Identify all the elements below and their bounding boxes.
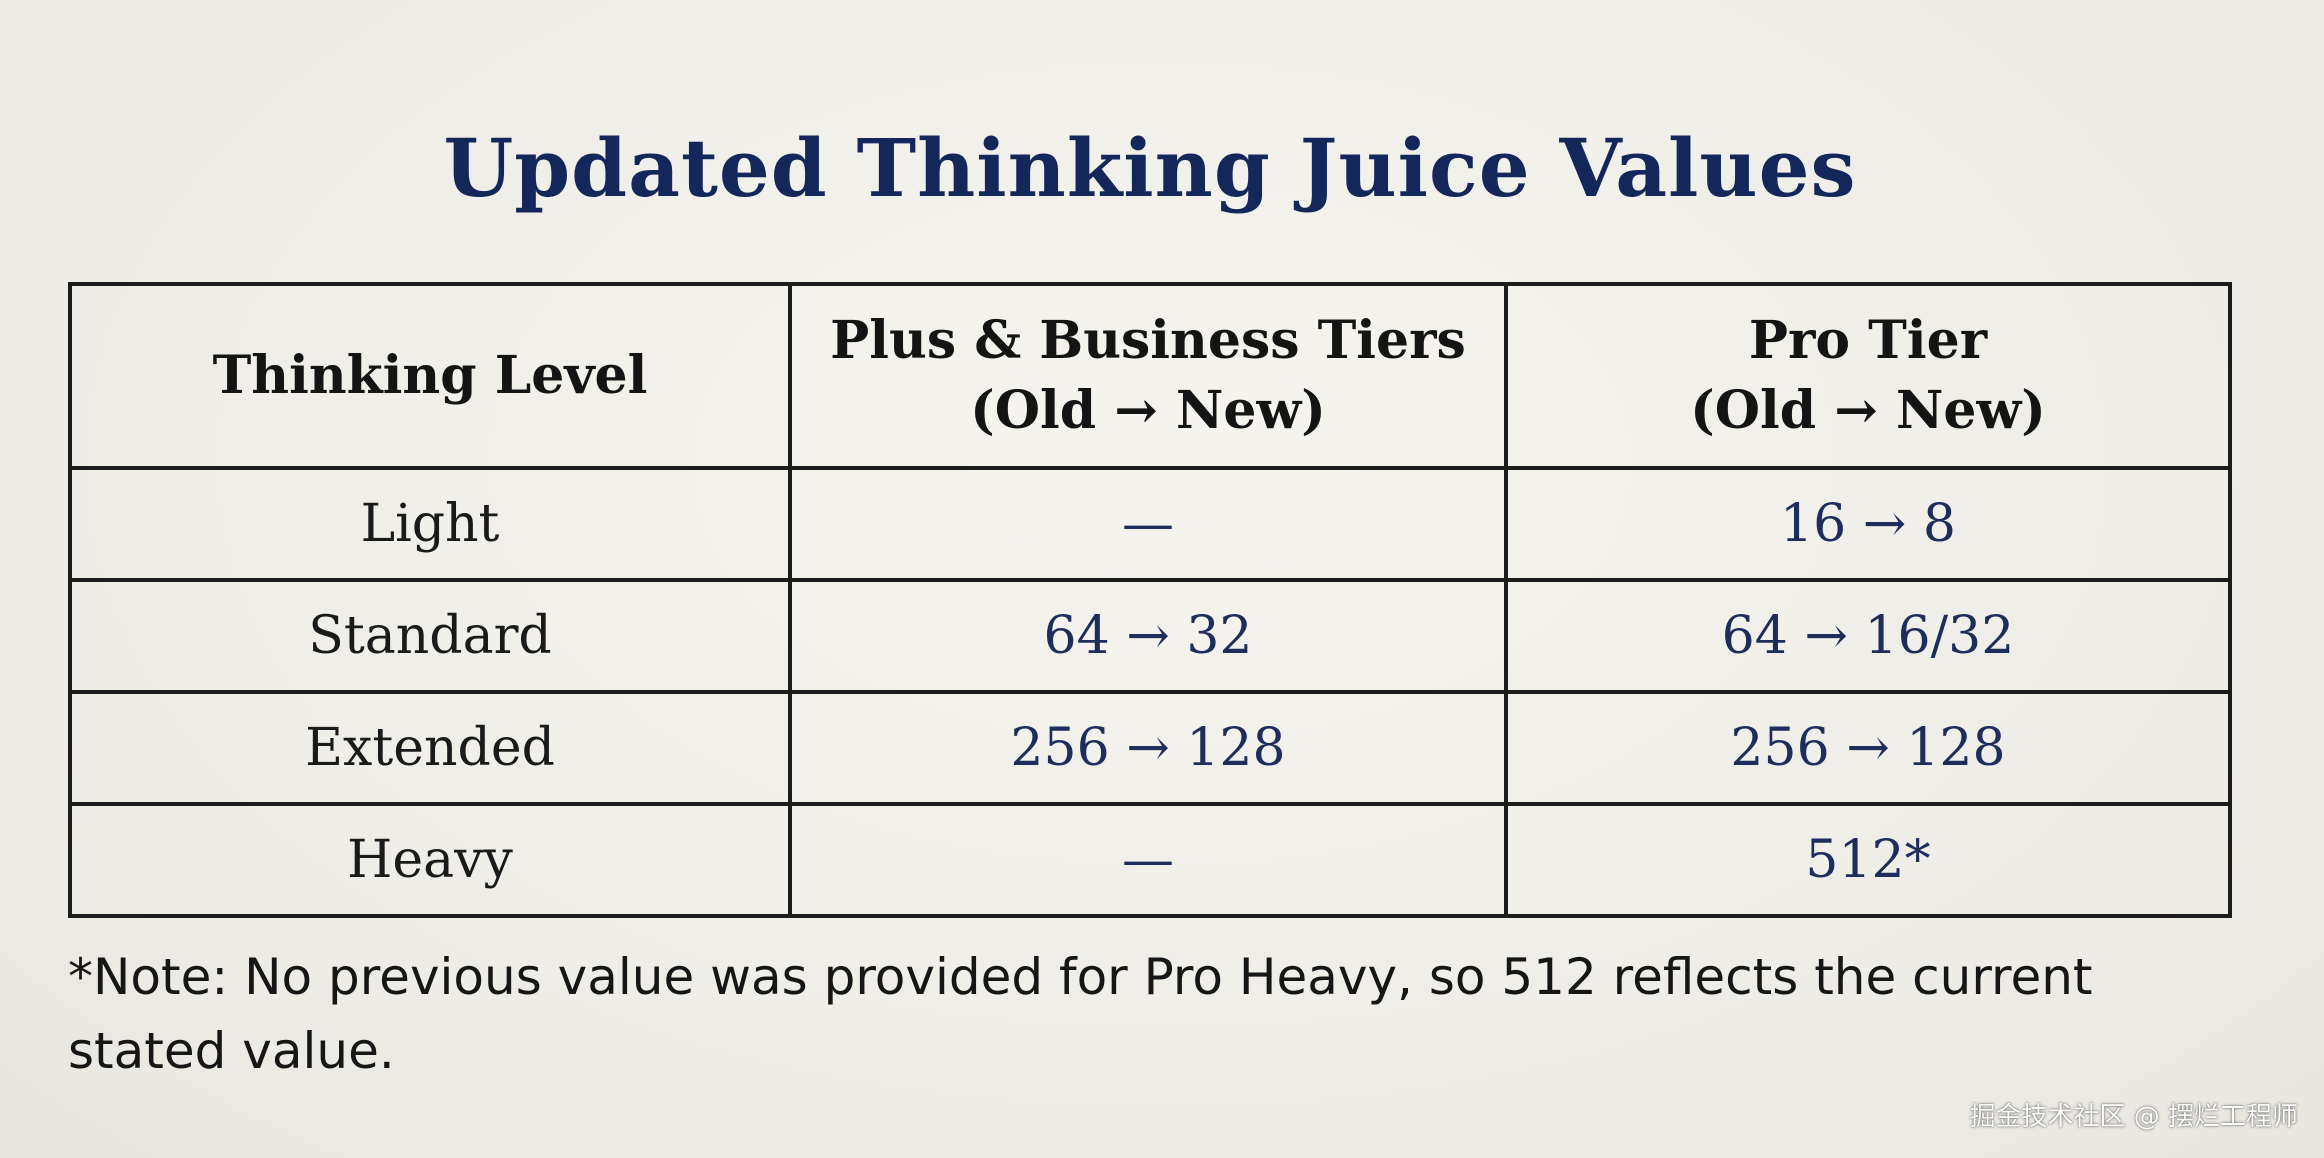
footnote: *Note: No previous value was provided fo…: [68, 948, 2093, 1080]
header-plus-business-tiers: Plus & Business Tiers (Old → New): [788, 282, 1508, 470]
thinking-juice-table: Thinking Level Plus & Business Tiers (Ol…: [68, 282, 2232, 918]
header-thinking-level: Thinking Level: [68, 282, 792, 470]
row-light-plus-business: —: [788, 466, 1508, 582]
row-extended-level: Extended: [68, 690, 792, 806]
row-light-level: Light: [68, 466, 792, 582]
watermark: 掘金技术社区 @ 摆烂工程师: [1969, 1102, 2298, 1132]
page-title: Updated Thinking Juice Values: [443, 121, 1857, 215]
row-extended-plus-business: 256 → 128: [788, 690, 1508, 806]
row-standard-pro: 64 → 16/32: [1504, 578, 2232, 694]
table-header-row: Thinking Level Plus & Business Tiers (Ol…: [68, 282, 2232, 470]
row-light-pro: 16 → 8: [1504, 466, 2232, 582]
header-pro-tier-sublabel: (Old → New): [1690, 380, 2046, 441]
row-standard-plus-business: 64 → 32: [788, 578, 1508, 694]
row-extended-pro: 256 → 128: [1504, 690, 2232, 806]
header-plus-business-sublabel: (Old → New): [970, 380, 1326, 441]
header-pro-tier: Pro Tier (Old → New): [1504, 282, 2232, 470]
table-row: Heavy — 512*: [68, 802, 2232, 918]
row-heavy-level: Heavy: [68, 802, 792, 918]
header-pro-tier-label: Pro Tier: [1748, 310, 1988, 371]
table-row: Light — 16 → 8: [68, 466, 2232, 582]
row-heavy-plus-business: —: [788, 802, 1508, 918]
header-thinking-level-label: Thinking Level: [212, 345, 648, 406]
row-heavy-pro: 512*: [1504, 802, 2232, 918]
table-row: Extended 256 → 128 256 → 128: [68, 690, 2232, 806]
table-row: Standard 64 → 32 64 → 16/32: [68, 578, 2232, 694]
header-plus-business-label: Plus & Business Tiers: [830, 310, 1466, 371]
row-standard-level: Standard: [68, 578, 792, 694]
